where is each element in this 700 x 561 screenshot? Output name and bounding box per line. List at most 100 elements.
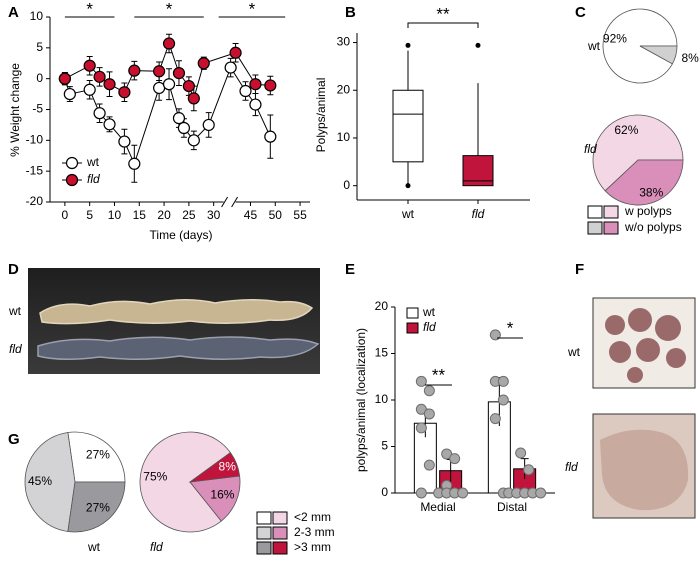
data-point: [162, 78, 176, 91]
data-point: [93, 107, 106, 120]
photo-label: fld: [565, 460, 578, 474]
data-point: [128, 64, 141, 77]
legend-swatch: [256, 511, 272, 525]
y-tick-label: 10: [375, 392, 389, 406]
pie-label: 92%: [603, 32, 627, 46]
legend-swatch: [272, 511, 288, 525]
significance: *: [249, 0, 256, 18]
legend-label: >3 mm: [294, 540, 331, 554]
x-tick-label: 0: [62, 208, 69, 222]
pie-label: 75%: [143, 470, 167, 484]
data-point: [264, 79, 277, 92]
pie-slice: [67, 431, 126, 483]
y-tick-label: 5: [36, 40, 43, 54]
outlier: [475, 42, 481, 48]
significance: **: [436, 4, 450, 23]
legend-label: wt: [86, 155, 100, 169]
x-tick-label: 10: [108, 208, 122, 222]
legend-swatch: [603, 221, 619, 235]
pie-label: 8%: [219, 460, 237, 474]
tissue: [600, 429, 689, 511]
photo-label: fld: [9, 342, 22, 356]
data-point: [497, 375, 509, 387]
pie-label: 38%: [639, 186, 663, 200]
data-point: [153, 65, 166, 78]
legend-label: fld: [423, 320, 436, 334]
y-axis-label: polyps/animal (localization): [354, 328, 368, 472]
pie-name: fld: [150, 540, 163, 554]
data-point: [229, 46, 242, 59]
y-tick-label: 5: [381, 439, 388, 453]
photo-d: wt fld: [8, 268, 320, 374]
legend-label: w/o polyps: [624, 220, 682, 234]
data-point: [224, 61, 237, 74]
panel-letter: F: [575, 261, 584, 278]
panel-letter: E: [345, 261, 355, 278]
data-point: [182, 79, 195, 93]
legend-label: <2 mm: [294, 510, 331, 524]
pie-slice: [188, 452, 241, 483]
pie-label: 16%: [210, 487, 234, 501]
data-point: [497, 394, 509, 406]
data-point: [187, 134, 200, 147]
pie-slice: [592, 114, 684, 192]
pie-name: fld: [584, 142, 597, 156]
data-point: [58, 72, 71, 85]
y-tick-label: 10: [30, 9, 44, 23]
x-tick-label: 50: [269, 208, 283, 222]
photo-label: wt: [567, 345, 581, 359]
data-point: [197, 57, 210, 70]
legend-label: w polyps: [624, 204, 672, 218]
y-tick-label: -20: [26, 194, 44, 208]
data-point: [523, 464, 535, 476]
data-point: [83, 83, 96, 96]
significance: **: [432, 365, 446, 384]
photo-label: wt: [8, 304, 22, 318]
legend-swatch: [406, 322, 419, 334]
data-point: [535, 487, 547, 499]
legend-marker: [65, 173, 79, 187]
data-point: [441, 448, 453, 460]
data-point: [457, 487, 469, 499]
pie-label: 8%: [682, 51, 700, 65]
x-tick-label: 25: [182, 208, 196, 222]
y-tick-label: 0: [343, 178, 350, 192]
y-tick-label: -10: [26, 133, 44, 147]
pie-label: 45%: [28, 474, 52, 488]
legend-swatch: [272, 526, 288, 540]
axis-break: [221, 196, 229, 208]
legend-swatch: [256, 526, 272, 540]
y-tick-label: 15: [375, 346, 389, 360]
bracket: [407, 22, 479, 28]
data-point: [128, 157, 141, 170]
pie-slice: [639, 45, 678, 65]
pie-slice: [189, 475, 241, 522]
pie-label: 62%: [614, 123, 638, 137]
pie-name: wt: [587, 39, 601, 53]
polyps: [605, 308, 686, 383]
data-point: [83, 59, 96, 72]
data-point: [415, 422, 427, 434]
pie-slice: [139, 431, 232, 533]
x-tick-label: 15: [133, 208, 147, 222]
data-point: [103, 78, 116, 91]
legend-swatch: [587, 205, 603, 219]
data-point: [118, 135, 131, 148]
data-point: [118, 86, 131, 99]
data-point: [489, 413, 501, 425]
y-tick-label: 10: [337, 130, 351, 144]
legend-swatch: [272, 541, 288, 555]
data-point: [264, 130, 277, 143]
data-point: [489, 329, 501, 341]
data-point: [449, 453, 461, 465]
y-tick-label: -5: [32, 102, 43, 116]
x-tick-label: 45: [244, 208, 258, 222]
axis-break: [231, 196, 239, 208]
x-axis-label: Time (days): [150, 228, 213, 242]
data-point: [187, 92, 200, 105]
legend-swatch: [256, 541, 272, 555]
data-point: [249, 78, 262, 91]
x-tick-label: 5: [86, 208, 93, 222]
y-tick-label: 30: [337, 35, 351, 49]
pie-name: wt: [87, 540, 101, 554]
